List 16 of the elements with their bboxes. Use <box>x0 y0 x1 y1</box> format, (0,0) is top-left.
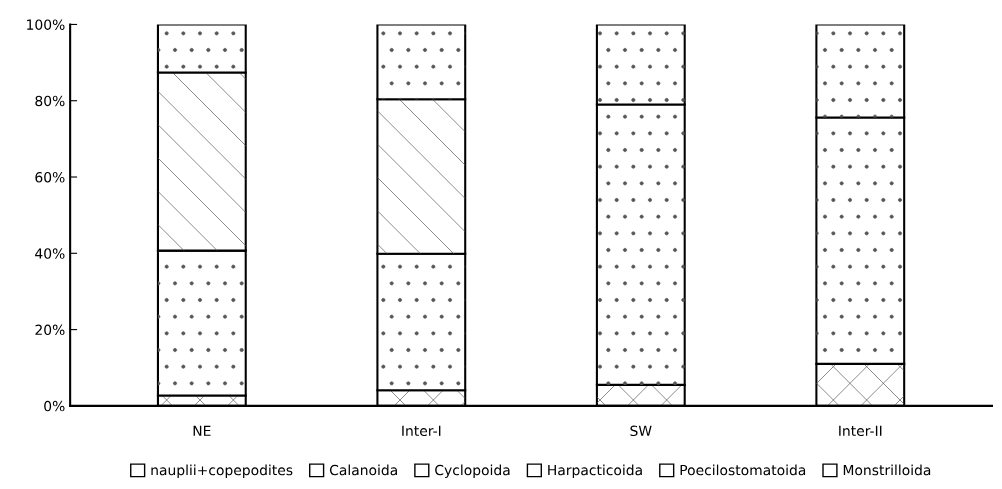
y-tick-label: 80% <box>35 95 65 107</box>
legend-label: Calanoida <box>329 464 397 476</box>
y-tick-label: 0% <box>44 400 65 412</box>
y-tick-label: 60% <box>35 171 65 183</box>
legend-label: Harpacticoida <box>548 464 642 478</box>
legend-label: Cyclopoida <box>435 464 510 478</box>
x-tick-label: SW <box>630 425 652 437</box>
x-tick-label: Inter-I <box>402 425 441 437</box>
y-tick-label: 40% <box>35 248 65 259</box>
legend-label: nauplii+copepodites <box>151 464 293 478</box>
x-tick-label: NE <box>193 425 211 436</box>
y-tick-label: 20% <box>35 324 65 336</box>
legend-label: Poecilostomatoida <box>680 464 806 476</box>
y-tick-label: 100% <box>27 19 65 30</box>
legend-label: Monstrilloida <box>843 464 931 476</box>
x-tick-label: Inter-II <box>839 425 882 437</box>
